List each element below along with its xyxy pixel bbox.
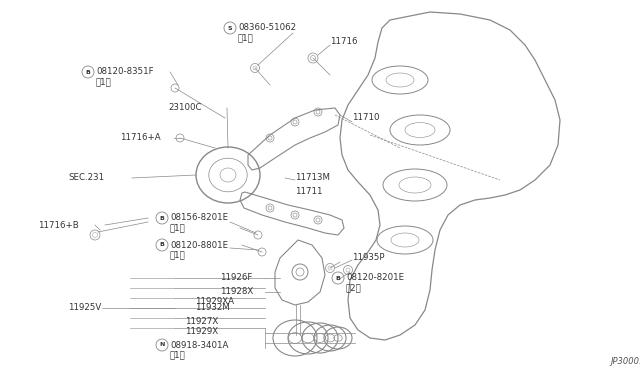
Text: （2）: （2）: [346, 283, 362, 292]
Text: N: N: [159, 343, 164, 347]
Text: 11926F: 11926F: [220, 273, 252, 282]
Text: 11929X: 11929X: [185, 327, 218, 337]
Text: 08120-8201E: 08120-8201E: [346, 273, 404, 282]
Text: 08918-3401A: 08918-3401A: [170, 340, 228, 350]
Text: （1）: （1）: [170, 224, 186, 232]
Text: （1）: （1）: [96, 77, 112, 87]
Text: S: S: [228, 26, 232, 31]
Text: B: B: [335, 276, 340, 280]
Text: 11932M: 11932M: [195, 304, 230, 312]
Text: 11710: 11710: [352, 113, 380, 122]
Text: 08120-8351F: 08120-8351F: [96, 67, 154, 77]
Text: 11929XA: 11929XA: [195, 298, 234, 307]
Text: JP3000.9: JP3000.9: [610, 357, 640, 366]
Text: 11713M: 11713M: [295, 173, 330, 183]
Text: 11935P: 11935P: [352, 253, 385, 263]
Text: （1）: （1）: [170, 350, 186, 359]
Text: 08120-8801E: 08120-8801E: [170, 241, 228, 250]
Text: 11716+B: 11716+B: [38, 221, 79, 230]
Text: B: B: [159, 243, 164, 247]
Text: 08360-51062: 08360-51062: [238, 23, 296, 32]
Text: 11927X: 11927X: [185, 317, 218, 327]
Text: 11928X: 11928X: [220, 288, 253, 296]
Text: 23100C: 23100C: [168, 103, 202, 112]
Text: B: B: [159, 215, 164, 221]
Text: SEC.231: SEC.231: [68, 173, 104, 183]
Text: 08156-8201E: 08156-8201E: [170, 214, 228, 222]
Text: （1）: （1）: [238, 33, 253, 42]
Text: （1）: （1）: [170, 250, 186, 260]
Text: 11716+A: 11716+A: [120, 134, 161, 142]
Text: 11925V: 11925V: [68, 304, 101, 312]
Text: B: B: [86, 70, 90, 74]
Text: 11711: 11711: [295, 187, 323, 196]
Text: 11716: 11716: [330, 38, 358, 46]
